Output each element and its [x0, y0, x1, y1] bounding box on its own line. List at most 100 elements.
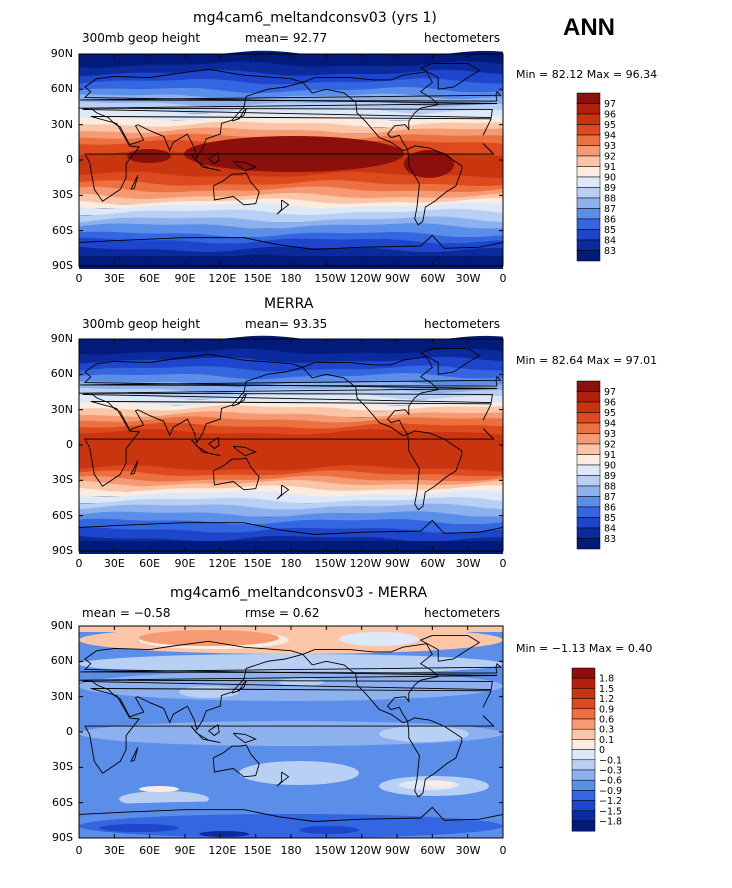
contour-band — [79, 256, 503, 266]
coastline — [78, 68, 498, 159]
lat-tick-label: 30S — [52, 188, 73, 202]
panel-2-units-label: hectometers — [424, 317, 500, 331]
contour-blob — [404, 150, 454, 178]
coastline — [232, 732, 257, 744]
coastline — [130, 175, 139, 190]
lat-tick-label: 60S — [52, 508, 73, 522]
colorbar-label: 95 — [604, 408, 616, 419]
lat-tick-label: 90N — [50, 619, 73, 632]
lon-tick-label: 120W — [349, 557, 382, 570]
contour-band — [79, 186, 503, 200]
colorbar-label: 95 — [604, 120, 616, 131]
coastline — [84, 400, 495, 487]
colorbar-swatch — [576, 155, 601, 167]
coastline — [78, 234, 504, 250]
panel-3-title: mg4cam6_meltandconsv03 - MERRA — [170, 585, 428, 601]
coastline — [190, 725, 221, 744]
contour-band — [79, 115, 503, 127]
colorbar-swatch — [576, 454, 601, 466]
colorbar-swatch — [576, 218, 601, 230]
lon-tick-label: 30E — [103, 272, 125, 285]
season-label: ANN — [563, 14, 615, 41]
colorbar-label: 83 — [604, 534, 616, 545]
coastline — [276, 484, 290, 500]
lon-tick-label: 30E — [103, 557, 125, 570]
coastline — [419, 634, 481, 662]
coastline — [302, 71, 440, 152]
lon-tick-label: 120E — [208, 272, 237, 285]
colorbar-swatch — [576, 380, 601, 392]
contour-blob — [299, 826, 359, 834]
coastline — [208, 152, 220, 165]
coastline — [78, 519, 504, 535]
panel-2-title: MERRA — [264, 296, 314, 312]
lon-tick-label: 90E — [174, 557, 196, 570]
lon-tick-label: 150W — [314, 844, 347, 857]
panel-1-min-max: Min = 82.12 Max = 96.34 — [516, 68, 658, 81]
lon-tick-label: 90W — [385, 272, 410, 285]
lon-tick-label: 180 — [280, 844, 302, 857]
panel-2-min-max: Min = 82.64 Max = 97.01 — [516, 354, 658, 367]
coastline — [276, 199, 290, 215]
colorbar-swatch — [576, 401, 601, 413]
colorbar-swatch — [576, 475, 601, 487]
colorbar-label: 86 — [604, 215, 616, 226]
contour-blob — [424, 781, 454, 787]
lat-tick-label: 0 — [66, 725, 73, 738]
lon-tick-label: 0 — [499, 844, 507, 857]
lon-tick-label: 30W — [455, 844, 481, 857]
lon-tick-label: 150W — [314, 557, 347, 570]
contour-band — [79, 428, 503, 472]
colorbar-label: 1.8 — [599, 674, 614, 685]
colorbar-label: 85 — [604, 225, 616, 236]
colorbar-label: −0.6 — [599, 776, 622, 787]
colorbar-label: 93 — [604, 429, 616, 440]
colorbar-swatch — [571, 810, 596, 822]
colorbar-label: 97 — [604, 387, 616, 398]
colorbar-label: 83 — [604, 246, 616, 257]
coastline — [302, 356, 440, 437]
contour-band — [79, 400, 503, 411]
colorbar-swatch — [571, 759, 596, 771]
panel-3-mean-label: mean = −0.58 — [82, 606, 171, 620]
coastline — [130, 747, 139, 762]
lat-tick-label: 60N — [50, 654, 73, 668]
coastline — [231, 108, 248, 122]
colorbar-swatch — [576, 433, 601, 445]
lon-tick-label: 0 — [75, 272, 83, 285]
lat-tick-label: 30S — [52, 473, 73, 487]
lon-tick-label: 180 — [280, 272, 302, 285]
colorbar-label: 89 — [604, 183, 616, 194]
colorbar-label: 92 — [604, 152, 616, 163]
lon-tick-label: 150E — [243, 844, 272, 857]
coastline — [212, 172, 260, 206]
colorbar-label: 89 — [604, 471, 616, 482]
panel-1-left-label: 300mb geop height — [82, 31, 201, 45]
contour-band — [79, 171, 503, 187]
colorbar-label: 92 — [604, 440, 616, 451]
panel-2-mean-label: mean= 93.35 — [245, 317, 328, 331]
colorbar-swatch — [571, 790, 596, 801]
lat-tick-label: 60S — [52, 795, 73, 809]
colorbar-label: 85 — [604, 513, 616, 524]
panel-2-map — [78, 335, 504, 554]
coastline — [302, 643, 440, 724]
colorbar-label: 0 — [599, 745, 605, 756]
lon-tick-label: 90W — [385, 844, 410, 857]
contour-band — [79, 180, 503, 193]
coastline — [78, 353, 498, 444]
lon-tick-label: 60E — [139, 844, 161, 857]
colorbar-label: −1.8 — [599, 817, 622, 828]
lon-tick-label: 0 — [75, 844, 83, 857]
colorbar-swatch — [571, 677, 596, 689]
colorbar-swatch — [576, 208, 601, 220]
colorbar-swatch — [576, 197, 601, 209]
lon-tick-label: 90W — [385, 557, 410, 570]
colorbar-swatch — [576, 92, 601, 104]
panel-3-map — [78, 625, 504, 839]
panel-3-min-max: Min = −1.13 Max = 0.40 — [516, 642, 653, 655]
colorbar-swatch — [571, 688, 596, 699]
contour-blob — [127, 149, 171, 163]
colorbar-swatch — [576, 527, 601, 539]
